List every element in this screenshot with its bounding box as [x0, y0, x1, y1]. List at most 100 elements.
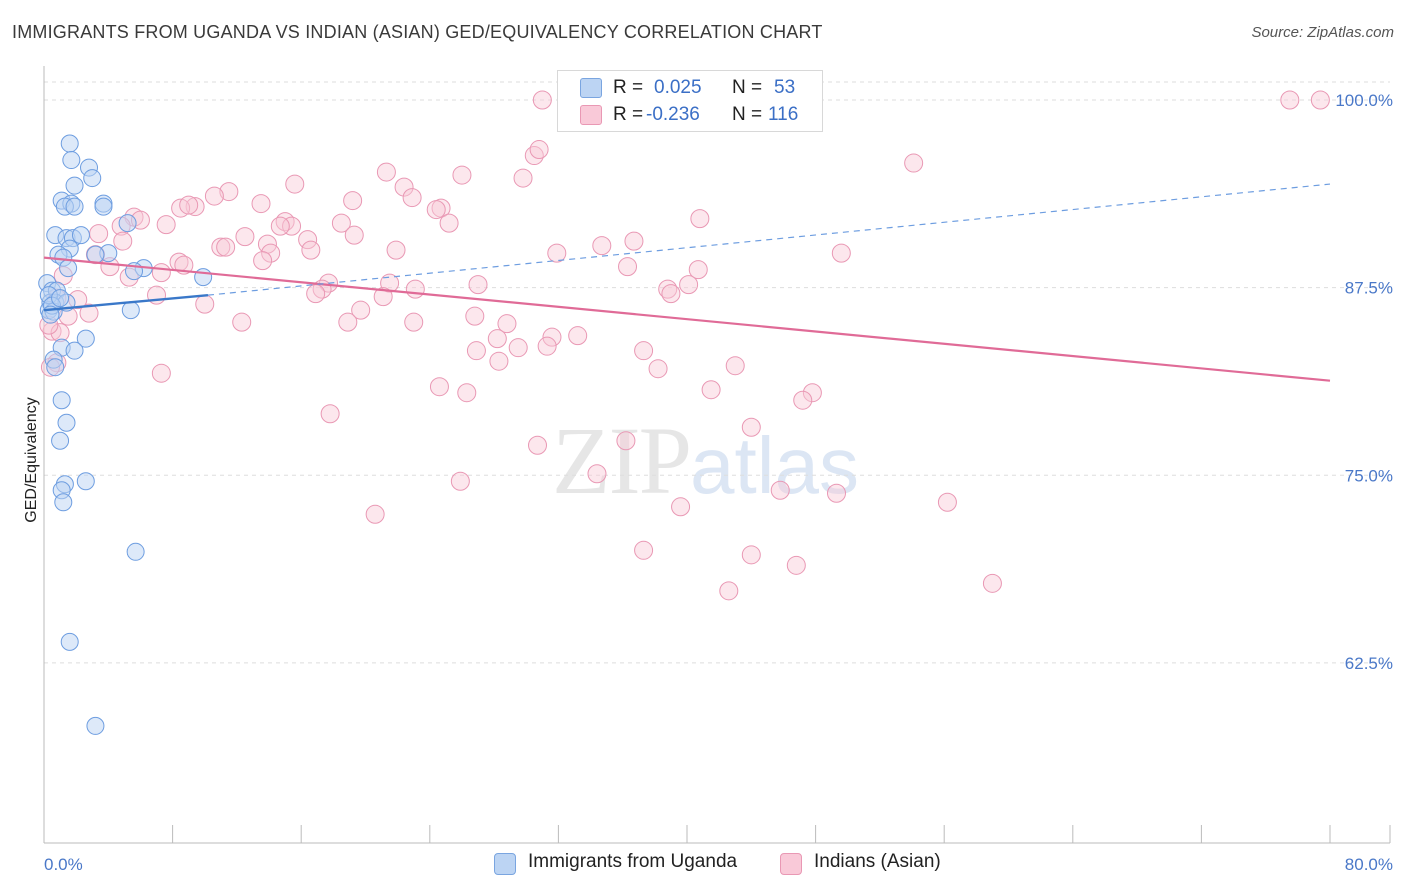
bottom-legend-label-uganda: Immigrants from Uganda [528, 851, 738, 872]
data-point-indians [786, 555, 806, 575]
data-point-indians [937, 492, 957, 512]
data-point-indians [376, 162, 396, 182]
trend-lines [43, 183, 1331, 382]
data-point-indians [285, 174, 305, 194]
data-point-indians [982, 573, 1002, 593]
data-point-indians [151, 363, 171, 383]
legend-n-label: N = [732, 77, 763, 98]
series-indians-asian [39, 90, 1330, 601]
data-point-indians [616, 431, 636, 451]
watermark: ZIPatlas [552, 405, 859, 516]
data-point-indians [301, 240, 321, 260]
data-point-indians [661, 284, 681, 304]
data-point-indians [529, 140, 549, 160]
data-point-indians [219, 182, 239, 202]
data-point-indians [831, 243, 851, 263]
data-point-indians [618, 257, 638, 277]
data-point-indians [113, 231, 133, 251]
data-point-indians [216, 237, 236, 257]
data-point-uganda [62, 151, 81, 170]
data-point-indians [624, 231, 644, 251]
trend-line-uganda-extension [207, 183, 1331, 296]
legend-swatch-uganda [580, 78, 602, 98]
data-point-indians [344, 225, 364, 245]
y-tick-label: 62.5% [1345, 654, 1393, 673]
data-point-indians [528, 435, 548, 455]
data-point-uganda [54, 493, 73, 512]
data-point-indians [270, 216, 290, 236]
data-point-indians [671, 497, 691, 517]
data-point-uganda [86, 245, 105, 264]
data-point-indians [793, 390, 813, 410]
source-label: Source: ZipAtlas.com [1251, 24, 1394, 41]
series-uganda [38, 134, 213, 735]
data-point-uganda [83, 169, 102, 188]
data-point-indians [402, 188, 422, 208]
data-point-indians [351, 300, 371, 320]
data-point-indians [465, 306, 485, 326]
data-point-uganda [76, 472, 95, 491]
data-point-indians [151, 263, 171, 283]
data-point-indians [690, 209, 710, 229]
data-point-indians [405, 279, 425, 299]
data-point-indians [79, 303, 99, 323]
x-tick-label: 0.0% [44, 855, 83, 874]
data-point-indians [195, 294, 215, 314]
data-point-indians [306, 284, 326, 304]
data-point-indians [365, 504, 385, 524]
data-point-indians [719, 581, 739, 601]
data-point-indians [298, 230, 318, 250]
data-point-indians [826, 483, 846, 503]
data-point-indians [261, 243, 281, 263]
data-point-indians [426, 200, 446, 220]
data-point-indians [394, 177, 414, 197]
data-point-indians [688, 260, 708, 280]
legend-n-value: 53 [774, 77, 796, 98]
data-point-indians [211, 237, 231, 257]
data-point-indians [404, 312, 424, 332]
legend-r-label: R = [613, 77, 644, 98]
data-point-indians [343, 191, 363, 211]
data-point-indians [547, 243, 567, 263]
data-point-indians [587, 464, 607, 484]
data-point-indians [513, 168, 533, 188]
data-point-indians [251, 194, 271, 214]
legend-n-label: N = [732, 104, 763, 125]
data-point-indians [497, 314, 517, 334]
data-point-uganda [94, 197, 113, 216]
data-point-indians [338, 312, 358, 332]
data-point-indians [156, 215, 176, 235]
y-axis-title: GED/Equivalency [23, 397, 40, 522]
data-point-indians [568, 326, 588, 346]
data-point-indians [331, 213, 351, 233]
data-point-uganda [86, 716, 105, 735]
legend-r-value: 0.025 [654, 77, 702, 98]
data-point-uganda [65, 341, 84, 360]
data-point-indians [179, 195, 199, 215]
watermark-zip: ZIP [552, 407, 692, 514]
data-point-indians [725, 356, 745, 376]
legend-n-value: 116 [768, 104, 799, 125]
data-point-indians [386, 240, 406, 260]
data-point-uganda [65, 176, 84, 195]
data-point-uganda [60, 632, 79, 651]
y-tick-label: 75.0% [1345, 466, 1393, 485]
data-point-indians [741, 545, 761, 565]
data-point-indians [701, 380, 721, 400]
data-point-indians [542, 327, 562, 347]
data-point-indians [508, 338, 528, 358]
data-point-indians [1280, 90, 1300, 110]
watermark-atlas: atlas [690, 421, 859, 510]
bottom-legend-swatch-indians [780, 853, 802, 875]
data-point-uganda [51, 431, 70, 450]
data-point-uganda [57, 413, 76, 432]
data-point-indians [802, 383, 822, 403]
data-point-indians [679, 275, 699, 295]
data-point-indians [1310, 90, 1330, 110]
data-point-indians [634, 540, 654, 560]
trend-line-uganda [43, 293, 209, 312]
grid-lines [44, 81, 1390, 664]
data-point-uganda [118, 214, 137, 233]
data-point-uganda [46, 358, 65, 377]
bottom-legend-swatch-uganda [494, 853, 516, 875]
